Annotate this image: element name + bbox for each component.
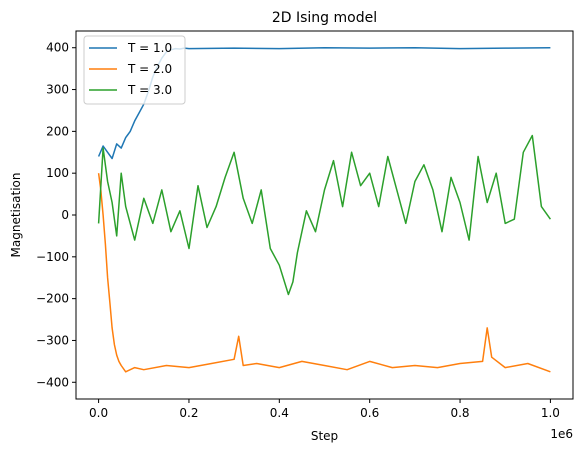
legend-box <box>83 35 186 105</box>
series-line-3 <box>97 134 552 296</box>
legend: T = 1.0 T = 2.0 T = 3.0 <box>83 35 186 105</box>
y-tick-label: −400 <box>36 375 69 389</box>
y-tick-label: 300 <box>46 83 69 97</box>
x-tick-label: 0.8 <box>450 406 469 420</box>
chart-title: 2D Ising model <box>272 10 377 26</box>
y-tick-label: 100 <box>46 166 69 180</box>
y-axis-label: Magnetisation <box>9 173 23 258</box>
y-tick-label: −300 <box>36 333 69 347</box>
x-axis-ticks: 0.0 0.2 0.4 0.6 0.8 1.0 <box>89 399 560 420</box>
y-axis-ticks: −400 −300 −200 −100 0 100 200 300 400 <box>36 41 76 389</box>
x-tick-label: 0.0 <box>89 406 108 420</box>
x-tick-label: 1.0 <box>541 406 560 420</box>
x-axis-offset-label: 1e6 <box>550 427 573 441</box>
x-tick-label: 0.2 <box>179 406 198 420</box>
y-tick-label: 200 <box>46 124 69 138</box>
y-tick-label: −100 <box>36 250 69 264</box>
x-tick-label: 0.6 <box>360 406 379 420</box>
y-tick-label: 400 <box>46 41 69 55</box>
x-tick-label: 0.4 <box>270 406 289 420</box>
x-axis-label: Step <box>311 429 338 443</box>
y-tick-label: −200 <box>36 292 69 306</box>
series-line-2 <box>97 173 551 373</box>
legend-label: T = 2.0 <box>127 62 172 76</box>
y-tick-label: 0 <box>61 208 69 222</box>
legend-label: T = 3.0 <box>127 83 172 97</box>
legend-label: T = 1.0 <box>127 41 172 55</box>
